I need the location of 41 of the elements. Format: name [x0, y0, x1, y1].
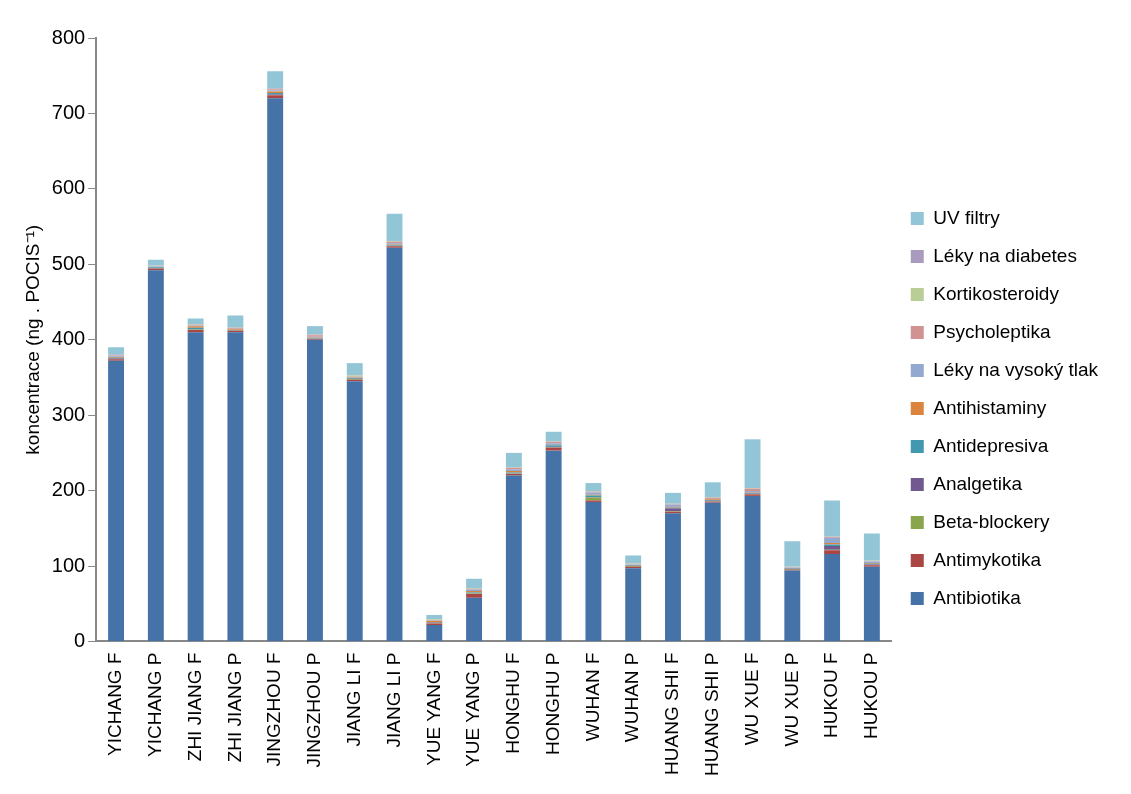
y-tick-label: 600	[51, 176, 86, 199]
x-tick-label: JIANG LI P	[382, 652, 404, 748]
y-tick-label: 800	[51, 25, 86, 48]
legend-label: Analgetika	[933, 472, 1023, 494]
legend-label: Léky na diabetes	[933, 244, 1077, 266]
x-tick-label: JINGZHOU F	[263, 652, 285, 767]
x-tick-label: ZHI JIANG P	[223, 652, 245, 763]
y-axis-title: koncentrace (ng . POCIS⁻¹)	[21, 224, 43, 455]
y-tick-label: 300	[51, 402, 86, 425]
legend-label: Psycholeptika	[933, 320, 1051, 342]
y-tick-label: 0	[74, 629, 86, 651]
x-tick-label: HUANG SHI F	[661, 652, 683, 775]
y-tick-label: 700	[51, 100, 86, 123]
x-tick-label: HONGHU F	[502, 652, 524, 754]
x-tick-label: WUHAN F	[581, 652, 603, 742]
x-tick-label: JIANG LI F	[342, 652, 364, 747]
x-tick-label: YICHANG P	[144, 652, 166, 758]
y-tick-label: 400	[51, 327, 86, 350]
legend-label: Kortikosteroidy	[933, 282, 1060, 304]
x-tick-label: ZHI JIANG F	[183, 652, 205, 762]
x-tick-label: WU XUE P	[780, 652, 802, 747]
legend-label: Léky na vysoký tlak	[933, 358, 1099, 380]
x-tick-label: HUANG SHI P	[700, 652, 722, 777]
y-tick-label: 200	[51, 478, 86, 501]
x-tick-label: YICHANG F	[104, 652, 126, 756]
x-tick-label: YUE YANG P	[462, 652, 484, 767]
x-tick-label: HUKOU F	[820, 652, 842, 738]
x-tick-label: WUHAN P	[621, 652, 643, 743]
legend-label: Antimykotika	[933, 548, 1042, 570]
legend-label: Beta-blockery	[933, 510, 1050, 532]
x-tick-label: YUE YANG F	[422, 652, 444, 766]
x-tick-label: HONGHU P	[541, 652, 563, 755]
x-tick-label: WU XUE F	[740, 652, 762, 746]
legend-label: UV filtry	[933, 206, 1001, 228]
legend-label: Antihistaminy	[933, 396, 1047, 418]
legend-label: Antibiotika	[933, 586, 1022, 608]
y-tick-label: 100	[51, 553, 86, 576]
legend-label: Antidepresiva	[933, 434, 1049, 456]
y-tick-label: 500	[51, 251, 86, 274]
x-tick-label: JINGZHOU P	[303, 652, 325, 768]
x-tick-label: HUKOU P	[860, 652, 882, 740]
